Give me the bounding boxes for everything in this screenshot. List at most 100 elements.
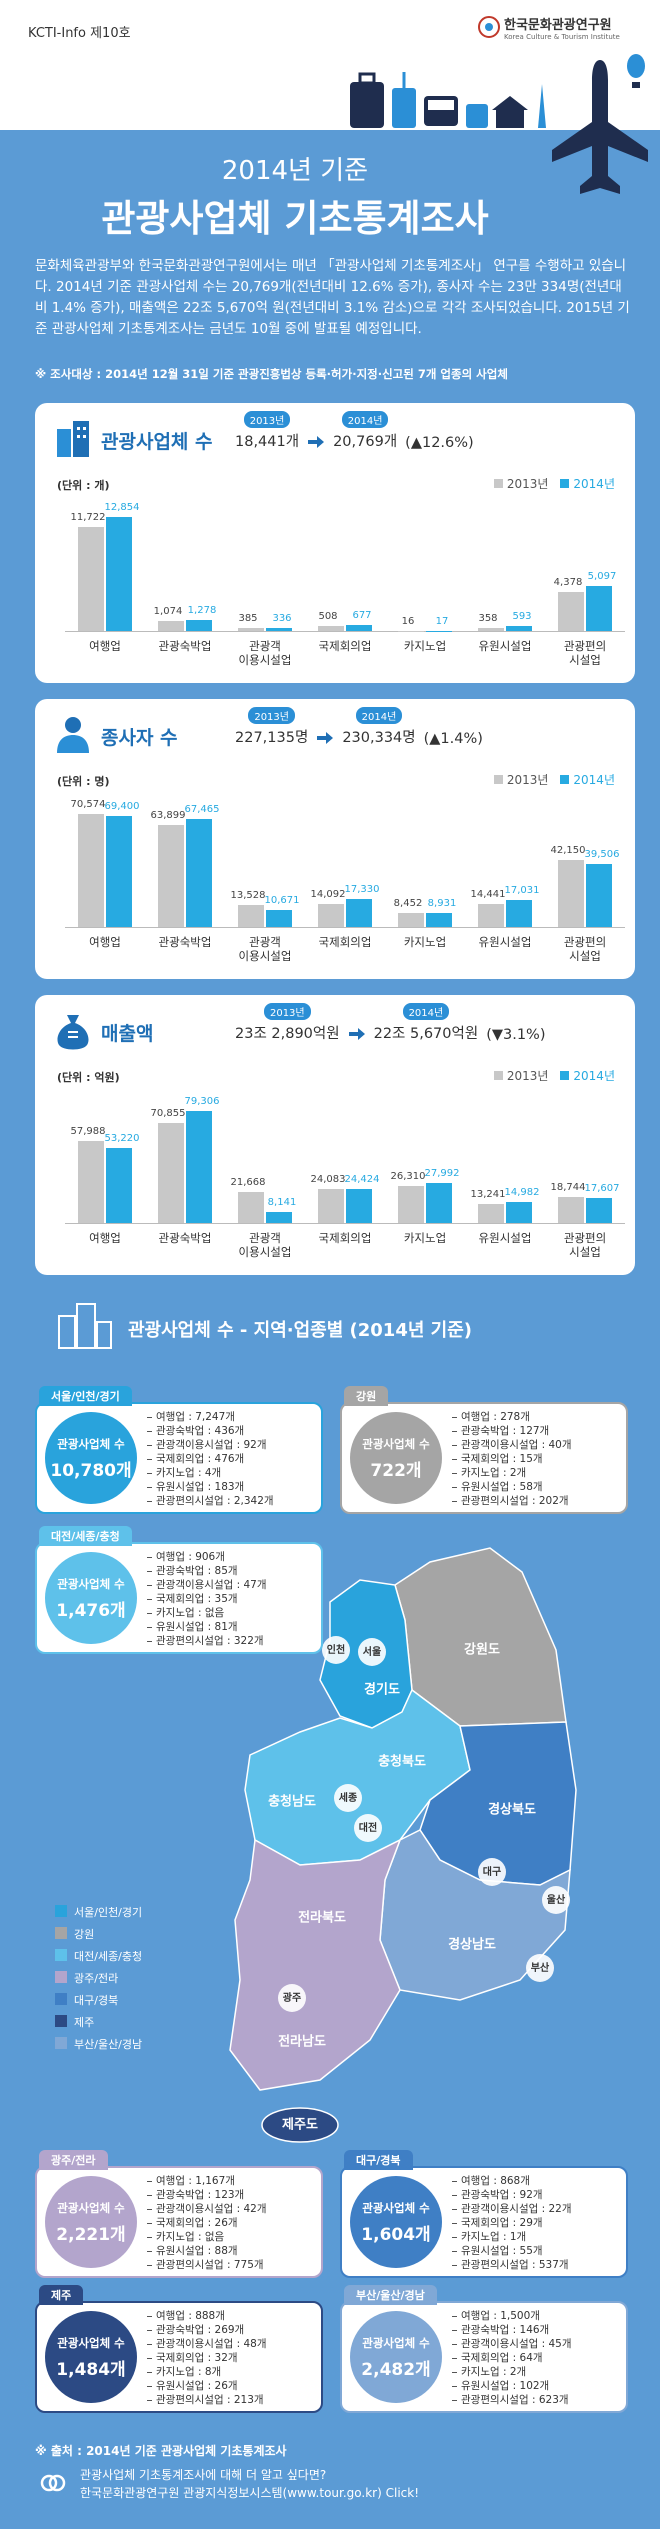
region-total: 1,604개: [361, 2224, 431, 2245]
region-item: 유원시설업 : 58개: [452, 1480, 572, 1494]
region-item: 카지노업 : 없음: [147, 1606, 267, 1620]
region-count-label: 관광사업체 수: [57, 2200, 125, 2215]
region-item: 여행업 : 278개: [452, 1410, 572, 1424]
bar: [318, 904, 344, 927]
value-label: 69,400: [104, 800, 140, 812]
legend-name: 2013년: [506, 477, 549, 491]
footer-link[interactable]: 한국문화관광연구원 관광지식정보시스템(www.tour.go.kr) Clic…: [80, 2486, 420, 2500]
region-list: 여행업 : 868개 관광숙박업 : 92개 관광객이용시설업 : 22개 국제회의업…: [452, 2174, 572, 2272]
value-label: 39,506: [584, 848, 620, 860]
tower: [538, 84, 546, 128]
value-label: 5,097: [587, 570, 617, 582]
chart-panel: 매출액 2013년 23조 2,890억원 2014년 22조 5,670억원 (▼3.1…: [35, 995, 635, 1275]
arrow: [348, 1028, 365, 1040]
balloon: [627, 54, 645, 78]
category-label: 관광편의 시설업: [563, 935, 607, 963]
summary-value: 23조 2,890억원: [235, 1026, 340, 1042]
region-item: 여행업 : 888개: [147, 2309, 267, 2323]
map-label-dot: [334, 1784, 362, 1812]
bar: [506, 625, 532, 631]
region-item: 관광숙박업 : 92개: [452, 2188, 572, 2202]
bar: [558, 592, 584, 631]
map-label: 제주도: [282, 2118, 318, 2133]
map-region: [261, 2107, 339, 2143]
intro-body: 문화체육관광부와 한국문화관광연구원에서는 매년 「관광사업체 기초통계조사」 …: [35, 258, 630, 337]
chart-title: 종사자 수: [101, 727, 178, 749]
region-circle: 관광사업체 수 2,482개: [350, 2311, 442, 2403]
map-label-dot: [278, 1984, 306, 2012]
bar: [346, 1188, 372, 1223]
bar: [106, 516, 132, 631]
value-label: 42,150: [550, 844, 586, 856]
region-item: 카지노업 : 1개: [452, 2230, 572, 2244]
bar: [78, 814, 104, 927]
chart-title: 매출액: [101, 1023, 154, 1045]
summary: 2013년 227,135명 2014년 230,334명 (▲1.4%): [235, 707, 483, 747]
region-item: 유원시설업 : 102개: [452, 2379, 572, 2393]
value-label: 79,306: [184, 1096, 220, 1108]
summary-change: (▲1.4%): [423, 731, 483, 747]
region-box: 관광사업체 수 2,482개 여행업 : 1,500개 관광숙박업 : 146개 관광객…: [340, 2301, 628, 2413]
map-label: 전라남도: [278, 2034, 326, 2050]
legend-swatch: [560, 775, 570, 784]
region-item: 관광숙박업 : 85개: [147, 1564, 267, 1578]
baseline: [65, 927, 625, 928]
value-label: 17,607: [584, 1183, 620, 1195]
region-total: 722개: [370, 1460, 422, 1481]
region-item: 관광숙박업 : 269개: [147, 2323, 267, 2337]
category-label: 유원시설업: [478, 639, 532, 653]
bar: [318, 626, 344, 631]
value-label: 4,378: [553, 577, 583, 589]
value-label: 57,988: [70, 1126, 106, 1138]
map-label: 경기도: [364, 1682, 400, 1698]
unit: (단위 : 개): [57, 479, 110, 492]
unit: (단위 : 억원): [57, 1071, 120, 1084]
region-count-label: 관광사업체 수: [57, 1576, 125, 1591]
travel-icons: [350, 54, 648, 194]
region-item: 카지노업 : 4개: [147, 1466, 274, 1480]
bar: [186, 819, 212, 927]
summary-value: 18,441개: [235, 434, 300, 450]
arrow: [308, 436, 325, 448]
value-label: 10,671: [264, 894, 300, 906]
region-tab: 부산/울산/경남: [344, 2285, 437, 2305]
summary-value: 230,334명: [342, 730, 416, 746]
bar: [346, 899, 372, 927]
region-item: 관광숙박업 : 123개: [147, 2188, 267, 2202]
map-label: 대구: [483, 1865, 501, 1878]
year-badge: 2014년: [341, 411, 389, 428]
legend-name: 2013년: [506, 1069, 549, 1083]
region-item: 국제회의업 : 64개: [452, 2351, 572, 2365]
value-label: 70,855: [150, 1107, 186, 1119]
region-box: 관광사업체 수 2,221개 여행업 : 1,167개 관광숙박업 : 123개 관광객…: [35, 2166, 323, 2278]
value-label: 8,452: [393, 898, 423, 910]
region-item: 카지노업 : 2개: [452, 1466, 572, 1480]
region-item: 관광숙박업 : 127개: [452, 1424, 572, 1438]
year-badge: 2013년: [243, 411, 291, 428]
year-badge: 2013년: [248, 707, 295, 724]
arrow: [317, 732, 334, 744]
map-legend-name: 서울/인천/경기: [74, 1906, 143, 1919]
legend-item: 2014년: [560, 475, 615, 492]
map-legend-swatch: [55, 2015, 67, 2027]
bar: [266, 628, 292, 631]
map-label: 전라북도: [298, 1910, 346, 1926]
region-total: 2,482개: [361, 2359, 431, 2380]
map-label: 서울: [363, 1645, 381, 1658]
region-item: 관광숙박업 : 146개: [452, 2323, 572, 2337]
bar: [158, 824, 184, 927]
bar: [186, 619, 212, 631]
region-count-label: 관광사업체 수: [362, 1436, 430, 1451]
map-label: 경상남도: [448, 1937, 496, 1953]
region-list: 여행업 : 906개 관광숙박업 : 85개 관광객이용시설업 : 47개 국제회의업…: [147, 1550, 267, 1648]
value-label: 12,854: [104, 501, 140, 513]
link-icon: [40, 2474, 66, 2492]
region-item: 국제회의업 : 26개: [147, 2216, 267, 2230]
legend-item: 2014년: [560, 771, 615, 788]
bar: [558, 859, 584, 927]
map-legend-name: 대전/세종/충청: [74, 1950, 143, 1963]
region-tab: 서울/인천/경기: [39, 1386, 132, 1406]
region-item: 유원시설업 : 26개: [147, 2379, 267, 2393]
legend-name: 2014년: [573, 477, 615, 491]
legend-swatch: [493, 775, 503, 784]
